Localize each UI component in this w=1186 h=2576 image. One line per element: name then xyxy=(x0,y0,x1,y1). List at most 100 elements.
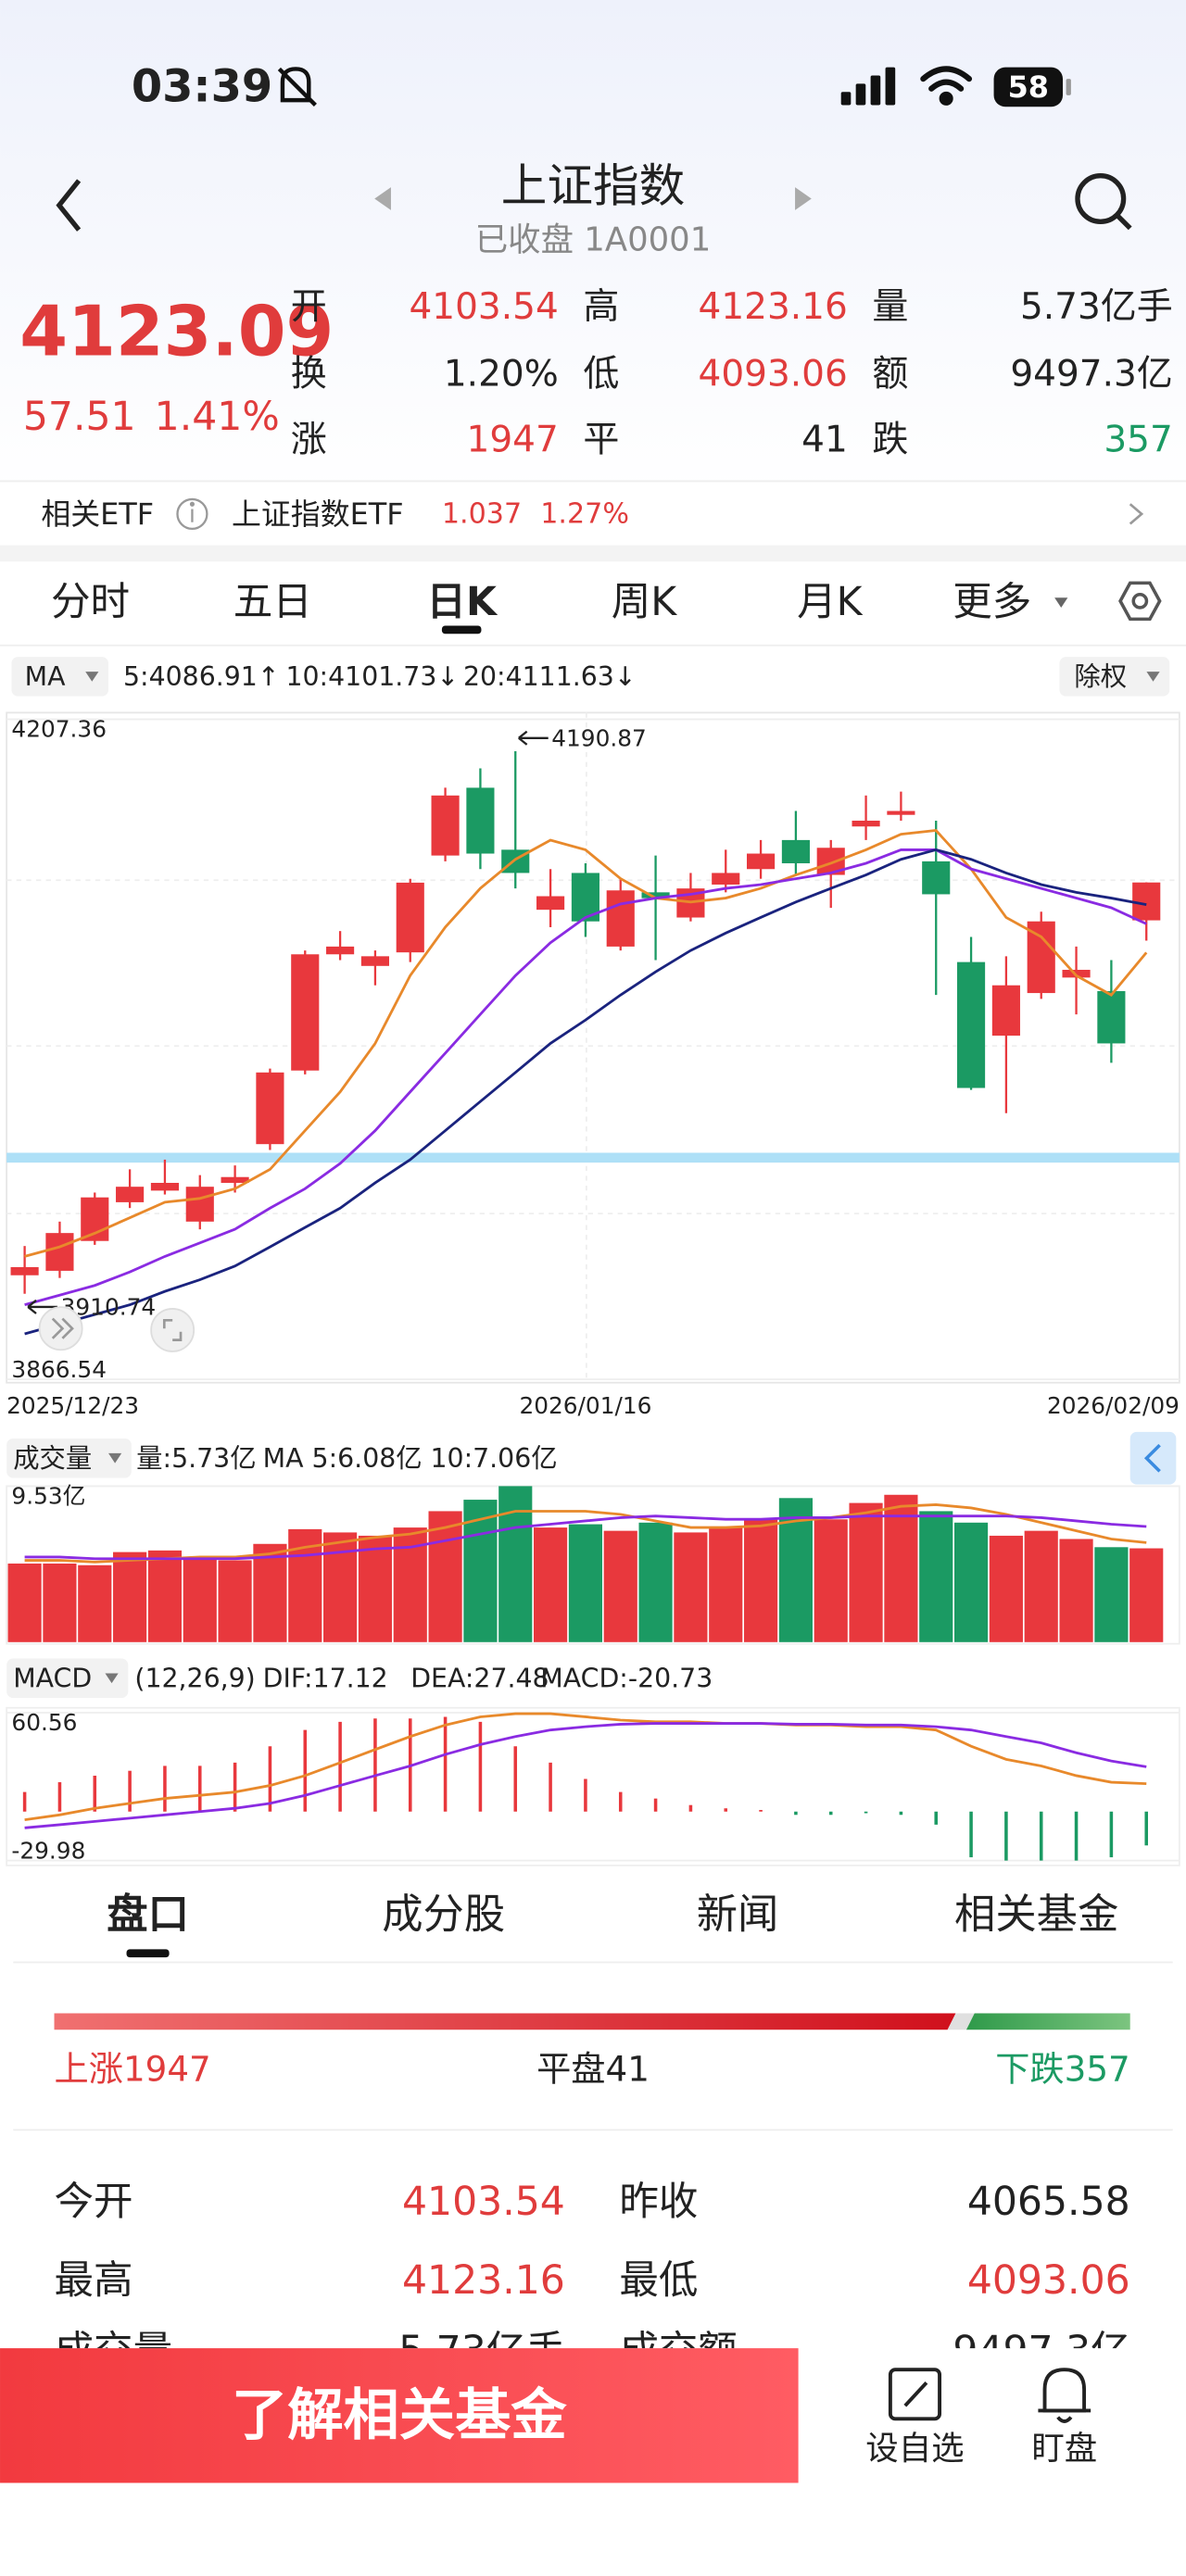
candle-body xyxy=(10,1266,39,1275)
candle-body xyxy=(922,861,951,895)
ma-line xyxy=(24,1712,1147,1822)
panel-title[interactable]: 成交量 xyxy=(13,1443,92,1474)
volume-bar xyxy=(568,1524,602,1642)
legend-entry: MACD:-20.73 xyxy=(540,1663,713,1693)
fund-button-label[interactable]: 了解相关基金 xyxy=(232,2383,567,2448)
candle-body xyxy=(256,1072,284,1145)
candle-body xyxy=(45,1233,74,1271)
candle-body xyxy=(116,1187,145,1202)
side-panel-toggle[interactable] xyxy=(1129,1431,1177,1485)
prev-index[interactable] xyxy=(374,187,391,210)
volume-bar xyxy=(919,1511,953,1642)
stat-label: 最高 xyxy=(55,2258,133,2304)
detail-tab[interactable]: 相关基金 xyxy=(954,1891,1118,1939)
adjust-selector[interactable] xyxy=(1059,657,1170,697)
ma-line xyxy=(24,848,1147,1307)
volume-bar xyxy=(43,1563,77,1642)
field-value: 1947 xyxy=(467,420,559,461)
field-value: 5.73亿手 xyxy=(1020,286,1173,328)
back-button[interactable] xyxy=(56,179,82,232)
indicator-name[interactable]: MA xyxy=(25,661,66,692)
field-value: 357 xyxy=(1104,420,1172,461)
x-tick-label: 2025/12/23 xyxy=(6,1392,139,1419)
stat-label: 今开 xyxy=(55,2180,133,2225)
candle-body xyxy=(887,810,915,815)
volume-bar xyxy=(1024,1530,1058,1642)
candle-body xyxy=(326,946,355,955)
fund-button[interactable] xyxy=(0,2348,799,2483)
volume-selector[interactable] xyxy=(6,1438,132,1478)
period-tab[interactable]: 分时 xyxy=(51,580,130,625)
candle-body xyxy=(747,853,776,870)
detail-tab[interactable]: 新闻 xyxy=(697,1891,779,1939)
etf-arrow[interactable] xyxy=(1129,503,1144,525)
period-tab[interactable]: 月K xyxy=(797,580,864,625)
y-tick-label: 9.53亿 xyxy=(11,1483,85,1510)
info-icon[interactable] xyxy=(176,497,208,530)
detail-tab[interactable]: 成分股 xyxy=(382,1891,505,1939)
charts: 3866.54 4207.36 2025/12/23 2026/01/16 2026/0… xyxy=(6,661,1180,1864)
legend-entry: 10:4101.73↓ xyxy=(285,661,459,692)
detail-tab[interactable]: 盘口 xyxy=(107,1891,189,1939)
macd-panel xyxy=(6,1706,1180,1866)
period-tab[interactable]: 日K xyxy=(426,580,498,625)
breadth-count: 1947 xyxy=(123,2049,211,2090)
settings-button[interactable] xyxy=(1118,581,1162,622)
volume-bar xyxy=(428,1511,462,1642)
candle-body xyxy=(360,956,389,966)
period-tab[interactable]: 五日 xyxy=(233,580,312,625)
caret xyxy=(85,672,99,682)
field-label: 涨 xyxy=(291,420,327,461)
volume-bar xyxy=(953,1522,989,1642)
tab-indicator xyxy=(441,625,482,635)
signal-icon xyxy=(840,67,896,106)
watchlist-button[interactable]: 设自选 xyxy=(865,2430,964,2468)
candle-body xyxy=(1097,990,1126,1044)
caret xyxy=(105,1673,119,1684)
chart-tools[interactable] xyxy=(38,1306,196,1352)
watchlist-icon[interactable] xyxy=(888,2368,942,2421)
etf-price: 1.037 xyxy=(442,497,522,530)
breadth-name: 下跌 xyxy=(995,2049,1064,2090)
annotation-label: 4190.87 xyxy=(551,724,647,751)
volume-bar xyxy=(534,1527,568,1642)
stats-table: 今开4103.54昨收4065.58最高4123.16最低4093.06成交量5… xyxy=(55,2180,1130,2374)
legend-entry: 10:7.06亿 xyxy=(430,1443,557,1474)
etf-name[interactable]: 上证指数ETF xyxy=(232,496,404,532)
watch-icon[interactable] xyxy=(1038,2368,1091,2423)
field-value: 41 xyxy=(801,420,848,461)
search-button[interactable] xyxy=(1075,173,1132,231)
candle-body xyxy=(991,985,1020,1037)
watch-button[interactable]: 盯盘 xyxy=(1031,2430,1097,2468)
candle-body xyxy=(712,873,740,885)
stat-value: 4065.58 xyxy=(967,2180,1130,2225)
field-label: 高 xyxy=(583,286,619,328)
stat-value: 4123.16 xyxy=(402,2258,565,2304)
candle-body xyxy=(852,820,880,827)
breadth-bar xyxy=(54,2013,956,2030)
next-index[interactable] xyxy=(795,187,812,210)
panel-subtitle: (12,26,9) xyxy=(134,1663,255,1693)
volume-bar xyxy=(358,1535,393,1642)
candle-body xyxy=(431,795,460,856)
candle-body xyxy=(221,1176,249,1183)
volume-bar xyxy=(78,1564,112,1642)
breadth-label: 上涨1947 xyxy=(55,2049,211,2090)
volume-bar xyxy=(113,1552,147,1642)
macd-selector[interactable] xyxy=(6,1658,129,1699)
mute-icon xyxy=(277,67,317,107)
indicator-selector[interactable] xyxy=(11,657,109,697)
panel-title[interactable]: MACD xyxy=(13,1663,92,1693)
candle-body xyxy=(781,839,810,863)
candle-body xyxy=(466,787,495,854)
period-tab[interactable]: 周K xyxy=(612,580,678,625)
volume-bar xyxy=(989,1535,1023,1642)
etf-label: 相关ETF xyxy=(41,496,154,532)
period-tab[interactable]: 更多 xyxy=(953,580,1031,625)
candle-body xyxy=(1027,921,1055,994)
volume-bar xyxy=(253,1543,287,1642)
battery-icon xyxy=(993,67,1064,107)
breadth-bar xyxy=(947,2013,975,2030)
candle-body xyxy=(291,954,320,1071)
adjust-name[interactable]: 除权 xyxy=(1074,661,1127,692)
